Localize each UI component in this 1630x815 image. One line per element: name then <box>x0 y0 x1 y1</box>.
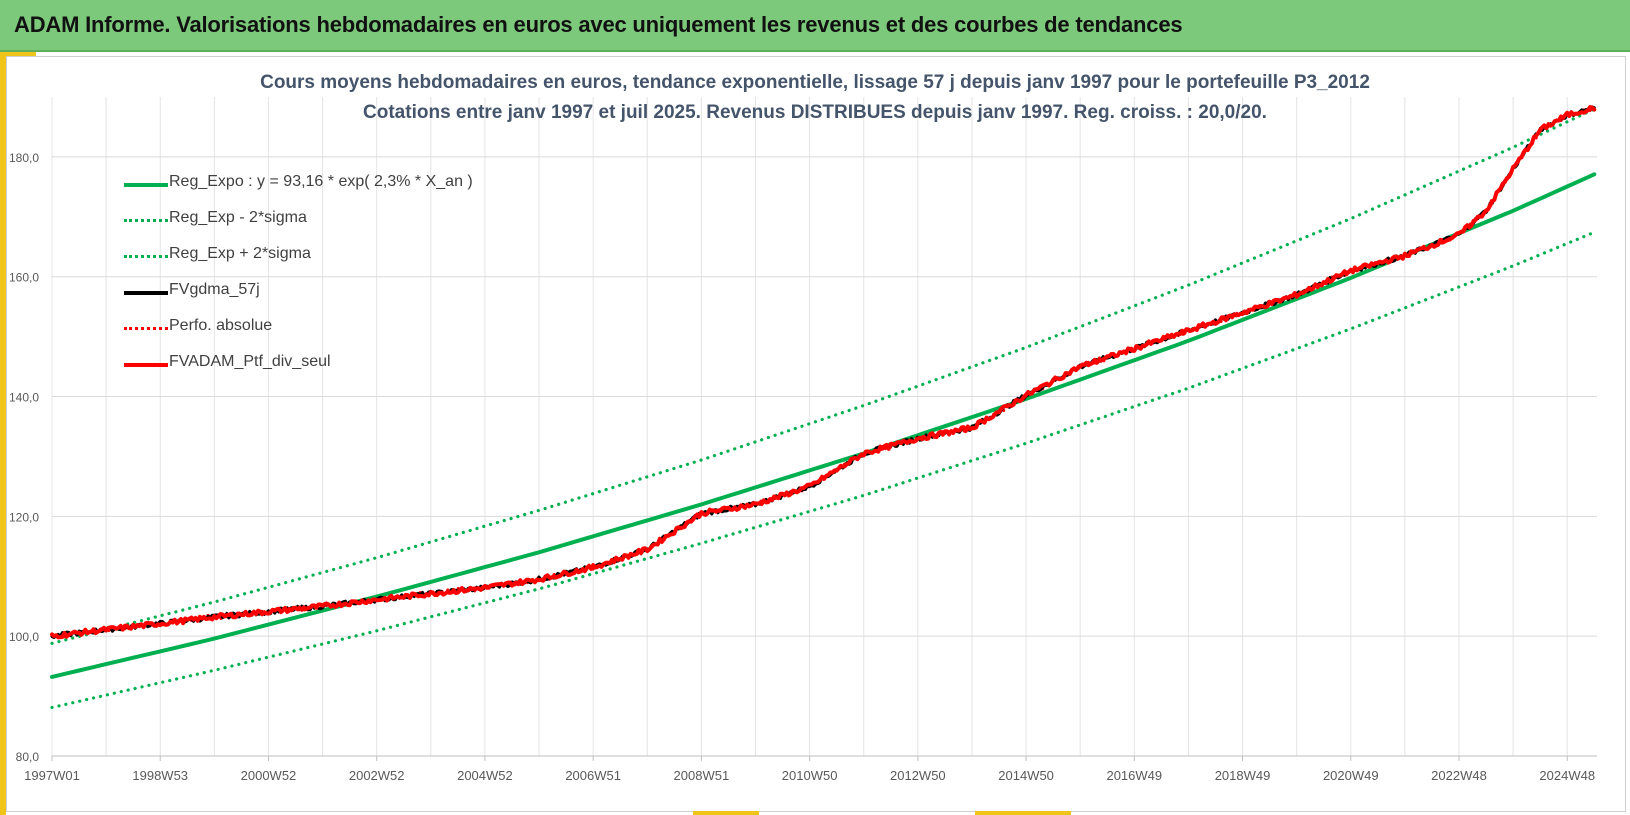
legend-label: Perfo. absolue <box>169 317 273 334</box>
x-tick-label: 2014W50 <box>998 768 1054 783</box>
x-tick-label: 1997W01 <box>24 768 80 783</box>
legend-swatch-reg-exp-minus <box>124 219 168 222</box>
x-tick-label: 2002W52 <box>349 768 405 783</box>
legend-label: Reg_Exp - 2*sigma <box>169 209 307 226</box>
chart-area <box>6 56 1626 812</box>
left-accent-stripe <box>0 52 6 815</box>
legend-swatch-perfo <box>124 327 168 330</box>
series-line-reg-expo <box>50 172 1597 679</box>
series-line-reg-exp-plus <box>50 107 1596 645</box>
series-line-fvadam <box>50 105 1597 640</box>
x-tick-label: 2012W50 <box>890 768 946 783</box>
bottom-accent-stripe <box>693 811 759 815</box>
legend-swatch-reg-exp-plus <box>124 255 168 258</box>
legend-swatch-reg-expo <box>124 183 168 187</box>
y-tick-label: 80,0 <box>16 750 40 764</box>
y-tick-label: 120,0 <box>9 510 39 524</box>
series-line-reg-exp-minus <box>50 230 1596 710</box>
top-accent-stripe <box>0 52 36 57</box>
x-tick-label: 2010W50 <box>782 768 838 783</box>
x-tick-label: 2000W52 <box>241 768 297 783</box>
x-tick-label: 2004W52 <box>457 768 513 783</box>
y-tick-label: 160,0 <box>9 271 39 285</box>
x-tick-label: 2018W49 <box>1215 768 1271 783</box>
chart-title: Cours moyens hebdomadaires en euros, ten… <box>260 72 1370 93</box>
legend-swatch-fvadam <box>124 363 168 367</box>
x-tick-label: 2020W49 <box>1323 768 1379 783</box>
x-tick-label: 2016W49 <box>1106 768 1162 783</box>
legend-label: FVADAM_Ptf_div_seul <box>169 353 331 370</box>
legend-swatch-fvgdma <box>124 291 168 295</box>
x-tick-label: 2008W51 <box>674 768 730 783</box>
bottom-accent-stripe <box>975 811 1071 815</box>
y-tick-label: 140,0 <box>9 391 39 405</box>
legend-label: Reg_Exp + 2*sigma <box>169 245 311 262</box>
page-title: ADAM Informe. Valorisations hebdomadaire… <box>14 12 1183 37</box>
y-tick-label: 180,0 <box>9 151 39 165</box>
header-bar: ADAM Informe. Valorisations hebdomadaire… <box>0 0 1630 52</box>
chart-subtitle: Cotations entre janv 1997 et juil 2025. … <box>363 102 1267 123</box>
y-tick-label: 100,0 <box>9 630 39 644</box>
legend-label: Reg_Expo : y = 93,16 * exp( 2,3% * X_an … <box>169 173 473 190</box>
x-tick-label: 2024W48 <box>1539 768 1595 783</box>
x-tick-label: 2022W48 <box>1431 768 1487 783</box>
x-tick-label: 1998W53 <box>132 768 188 783</box>
x-tick-label: 2006W51 <box>565 768 621 783</box>
legend-label: FVgdma_57j <box>169 281 260 298</box>
